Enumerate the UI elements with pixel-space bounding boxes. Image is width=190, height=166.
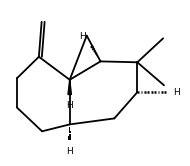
Polygon shape — [68, 80, 71, 94]
Text: H: H — [66, 147, 73, 156]
Text: H: H — [66, 101, 73, 110]
Text: H: H — [79, 32, 86, 41]
Text: H: H — [173, 88, 180, 97]
